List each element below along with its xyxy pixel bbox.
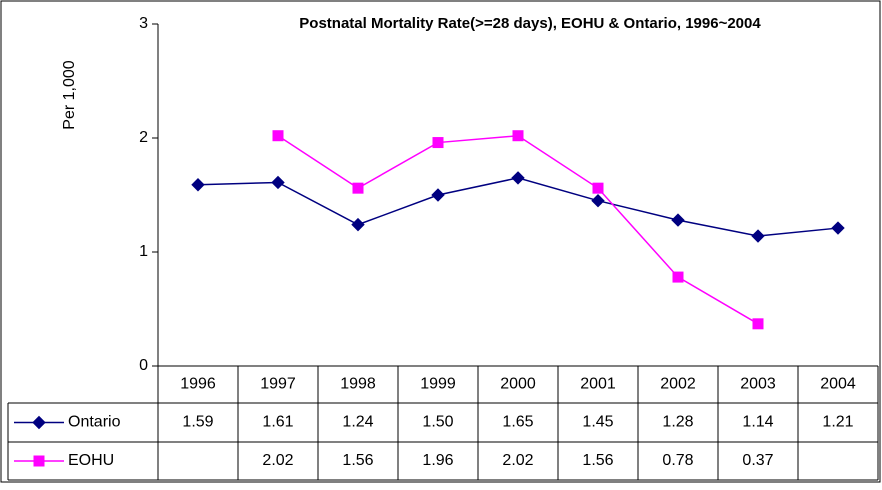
x-tick-label: 2000 <box>500 376 536 393</box>
table-value: 0.37 <box>742 452 773 469</box>
x-tick-label: 1996 <box>180 376 216 393</box>
data-point <box>591 193 605 208</box>
data-point <box>592 182 604 194</box>
data-point <box>751 229 765 243</box>
data-point <box>351 217 365 232</box>
legend-key-marker <box>33 455 45 467</box>
table-value: 1.28 <box>662 414 693 431</box>
table-value: 1.56 <box>342 452 373 469</box>
table-value: 1.24 <box>342 414 373 431</box>
y-axis-label: Per 1,000 <box>61 60 78 129</box>
x-tick-label: 2004 <box>820 376 856 393</box>
y-tick-label: 2 <box>139 129 148 146</box>
x-tick-label: 1999 <box>420 376 456 393</box>
table-value: 1.59 <box>182 414 213 431</box>
x-tick-label: 1997 <box>260 376 296 393</box>
data-point <box>271 175 285 190</box>
data-point <box>431 188 445 202</box>
y-tick-label: 3 <box>139 15 148 32</box>
legend-label: EOHU <box>68 452 114 469</box>
y-tick-label: 0 <box>139 357 148 374</box>
chart-title: Postnatal Mortality Rate(>=28 days), EOH… <box>299 15 761 32</box>
table-value: 2.02 <box>262 452 293 469</box>
table-value: 1.21 <box>822 414 853 431</box>
data-point <box>191 178 205 192</box>
x-tick-label: 2002 <box>660 376 696 393</box>
data-point <box>511 171 525 185</box>
data-point <box>512 130 524 142</box>
table-value: 2.02 <box>502 452 533 469</box>
data-point <box>432 137 444 149</box>
data-point <box>671 213 685 227</box>
x-tick-label: 2001 <box>580 376 616 393</box>
table-value: 1.65 <box>502 414 533 431</box>
table-value: 1.61 <box>262 414 293 431</box>
data-point <box>352 182 364 194</box>
legend-key-marker <box>32 415 46 430</box>
x-tick-label: 2003 <box>740 376 776 393</box>
y-tick-label: 1 <box>139 243 148 260</box>
legend-label: Ontario <box>68 414 121 431</box>
data-point <box>831 221 845 235</box>
table-value: 1.96 <box>422 452 453 469</box>
data-point <box>272 130 284 142</box>
x-tick-label: 1998 <box>340 376 376 393</box>
table-value: 1.14 <box>742 414 773 431</box>
data-point <box>672 271 684 283</box>
table-value: 1.45 <box>582 414 613 431</box>
table-value: 1.56 <box>582 452 613 469</box>
table-value: 1.50 <box>422 414 453 431</box>
table-value: 0.78 <box>662 452 693 469</box>
data-point <box>752 318 764 330</box>
